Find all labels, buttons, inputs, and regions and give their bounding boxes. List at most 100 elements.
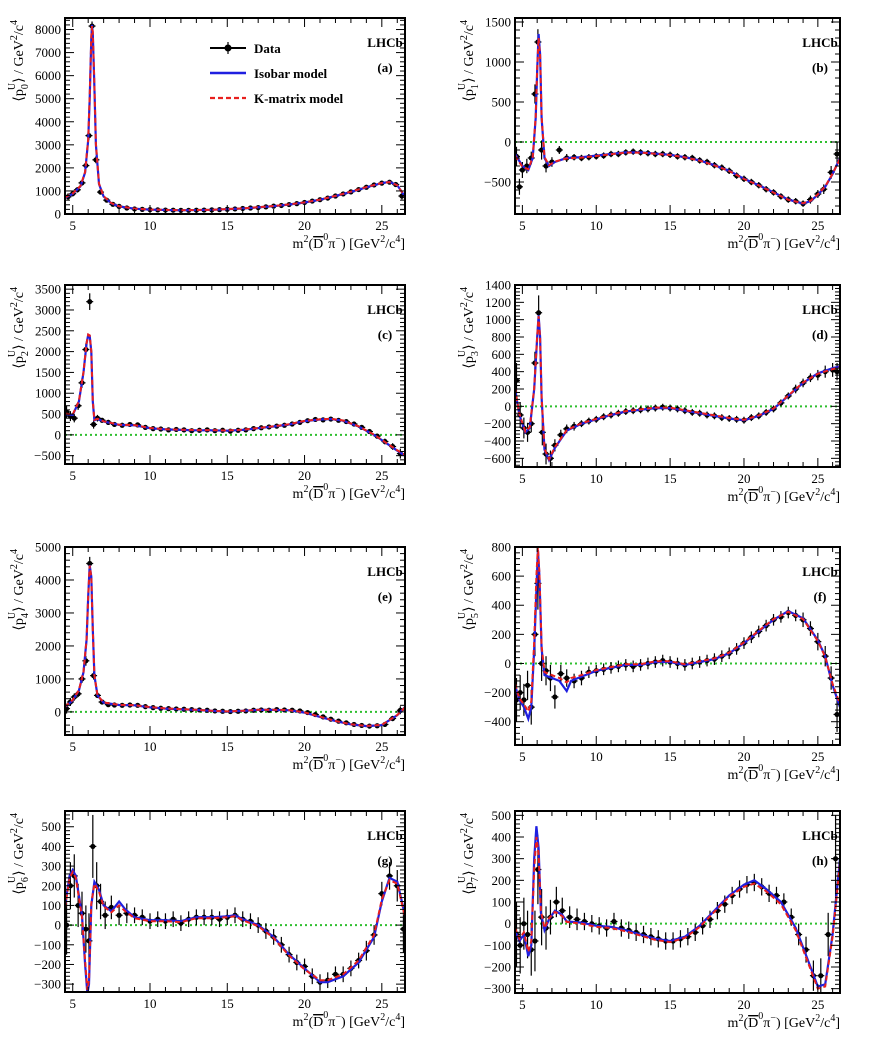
isobar-curve	[65, 333, 405, 457]
lhcb-label: LHCb	[367, 302, 402, 317]
y-tick-label: 200	[42, 878, 62, 893]
y-axis-title: ⟨p6U⟩ / GeV2/c4	[7, 813, 31, 895]
y-tick-label: 600	[492, 347, 512, 362]
x-axis-title: m2(D0π−) [GeV2/c4]	[293, 1010, 405, 1030]
plot-frame	[514, 17, 841, 215]
data-points	[65, 293, 404, 459]
y-tick-label: 500	[492, 95, 512, 110]
x-axis-title: m2(D0π−) [GeV2/c4]	[728, 485, 840, 505]
plot-frame	[514, 810, 841, 994]
x-tick-label: 10	[144, 468, 157, 483]
data-point	[817, 958, 825, 993]
y-tick-label: 1500	[35, 365, 61, 380]
y-tick-label: 0	[55, 427, 62, 442]
y-tick-label: 3500	[35, 282, 61, 297]
data-point	[551, 685, 559, 709]
y-tick-label: 600	[492, 569, 512, 584]
x-tick-label: 5	[69, 468, 76, 483]
y-tick-label: 0	[505, 135, 512, 150]
y-tick-label: −400	[484, 434, 511, 449]
data-point	[520, 683, 528, 716]
y-tick-label: 0	[55, 704, 62, 719]
y-tick-label: −200	[484, 685, 511, 700]
x-tick-label: 5	[69, 996, 76, 1011]
x-tick-label: 25	[375, 996, 388, 1011]
x-tick-label: 25	[811, 749, 824, 764]
x-tick-label: 10	[590, 471, 603, 486]
lhcb-label: LHCb	[802, 35, 837, 50]
x-tick-label: 15	[221, 996, 234, 1011]
kmatrix-curve	[515, 316, 840, 462]
data-point	[555, 146, 563, 154]
x-axis-title: m2(D0π−) [GeV2/c4]	[728, 232, 840, 252]
x-tick-label: 25	[375, 739, 388, 754]
x-tick-label: 10	[590, 997, 603, 1012]
y-tick-label: −200	[484, 960, 511, 975]
isobar-curve	[65, 24, 405, 212]
data-point	[629, 660, 637, 673]
kmatrix-curve	[65, 25, 405, 212]
y-tick-label: 0	[55, 918, 62, 933]
x-tick-label: 20	[298, 218, 311, 233]
data-points	[515, 29, 840, 207]
data-point	[515, 178, 523, 195]
x-tick-label: 5	[519, 218, 526, 233]
plot-frame	[64, 17, 406, 215]
y-tick-label: 1500	[485, 15, 511, 30]
legend-kmatrix-label: K-matrix model	[254, 91, 344, 106]
y-tick-label: −400	[484, 714, 511, 729]
x-axis-title: m2(D0π−) [GeV2/c4]	[293, 753, 405, 773]
plot-frame	[514, 284, 841, 468]
panel-g: 5 10 15 20 25 −300 −200 −100 0 100 200 300 400 500 m2(…	[7, 810, 406, 1030]
panel-label: (g)	[377, 853, 392, 868]
kmatrix-curve	[515, 37, 840, 205]
panel-f: 5 10 15 20 25 −400 −200 0 200 400 600 800 m2(D0π−) […	[457, 540, 841, 783]
y-tick-label: −500	[484, 175, 511, 190]
plot-frame	[64, 284, 406, 465]
y-axis-title: ⟨p2U⟩ / GeV2/c4	[7, 287, 31, 369]
data-points	[65, 21, 405, 213]
y-tick-label: 1000	[485, 55, 511, 70]
y-tick-label: −600	[484, 451, 511, 466]
x-tick-label: 20	[298, 739, 311, 754]
data-points	[515, 557, 840, 732]
panel-h: 5 10 15 20 25 −300 −200 −100 0 100 200 300 400 500 m2(…	[457, 808, 841, 1031]
y-tick-label: 400	[492, 364, 512, 379]
x-tick-label: 10	[590, 218, 603, 233]
x-tick-label: 15	[664, 218, 677, 233]
data-point	[558, 897, 566, 924]
y-tick-label: 1000	[35, 183, 61, 198]
x-tick-label: 10	[590, 749, 603, 764]
kmatrix-curve	[65, 332, 405, 456]
y-axis-title: ⟨p4U⟩ / GeV2/c4	[7, 549, 31, 631]
x-tick-label: 25	[811, 471, 824, 486]
y-tick-label: 4000	[35, 572, 61, 587]
x-tick-label: 10	[144, 218, 157, 233]
x-tick-label: 20	[737, 471, 750, 486]
y-tick-label: 3000	[35, 302, 61, 317]
y-tick-label: −100	[484, 938, 511, 953]
isobar-curve	[515, 826, 840, 988]
data-point	[70, 414, 78, 423]
y-axis-title: ⟨p1U⟩ / GeV2/c4	[457, 20, 481, 102]
plot-frame	[514, 546, 841, 746]
y-tick-label: 4000	[35, 114, 61, 129]
y-tick-label: 300	[42, 859, 62, 874]
data-point	[531, 910, 539, 972]
y-tick-label: 0	[505, 656, 512, 671]
y-tick-label: 200	[492, 627, 512, 642]
x-tick-label: 5	[69, 739, 76, 754]
x-tick-label: 5	[519, 749, 526, 764]
x-tick-label: 10	[144, 996, 157, 1011]
panel-label: (h)	[812, 853, 828, 868]
data-point	[386, 862, 394, 890]
legend: Data Isobar model K-matrix model	[210, 41, 344, 106]
x-tick-label: 15	[664, 997, 677, 1012]
isobar-curve	[515, 315, 840, 463]
panel-e: 5 10 15 20 25 0 1000 2000 3000 4000 5000 m2(D0π−) […	[7, 540, 406, 773]
lhcb-label: LHCb	[367, 564, 402, 579]
x-axis-title: m2(D0π−) [GeV2/c4]	[293, 232, 405, 252]
x-tick-label: 15	[221, 739, 234, 754]
x-tick-label: 25	[811, 997, 824, 1012]
